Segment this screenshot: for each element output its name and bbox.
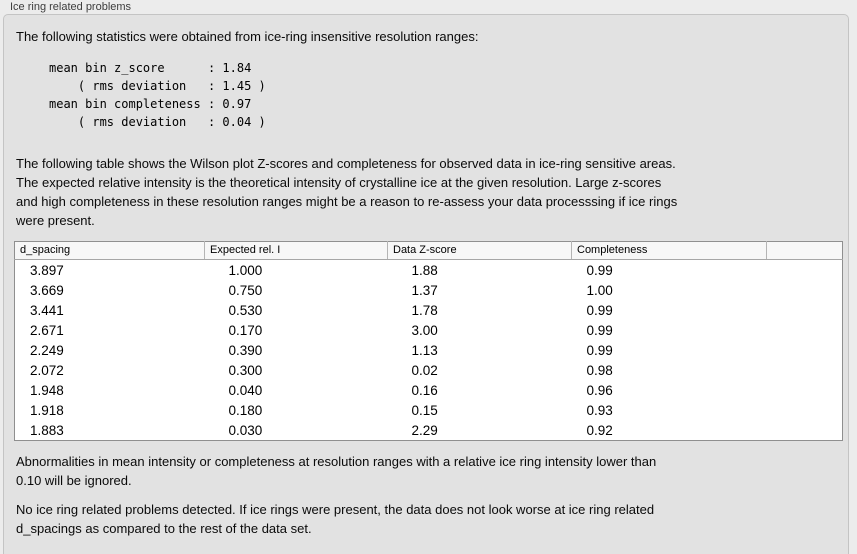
table-row[interactable]: 2.072 0.300 0.02 0.98 xyxy=(30,362,613,378)
column-header-d-spacing[interactable]: d_spacing xyxy=(14,241,205,260)
table-row[interactable]: 2.671 0.170 3.00 0.99 xyxy=(30,322,613,338)
table-row[interactable]: 3.897 1.000 1.88 0.99 xyxy=(30,262,613,278)
table-header-row: d_spacing Expected rel. I Data Z-score C… xyxy=(14,241,843,260)
column-header-completeness[interactable]: Completeness xyxy=(571,241,767,260)
column-header-data-z-score[interactable]: Data Z-score xyxy=(387,241,572,260)
ice-ring-table: d_spacing Expected rel. I Data Z-score C… xyxy=(14,241,843,441)
table-row[interactable]: 2.249 0.390 1.13 0.99 xyxy=(30,342,613,358)
column-header-empty xyxy=(766,241,843,260)
ice-ring-panel: The following statistics were obtained f… xyxy=(3,14,849,554)
table-row[interactable]: 3.441 0.530 1.78 0.99 xyxy=(30,302,613,318)
table-row[interactable]: 1.918 0.180 0.15 0.93 xyxy=(30,402,613,418)
section-title: Ice ring related problems xyxy=(10,1,132,13)
column-header-expected-rel-i[interactable]: Expected rel. I xyxy=(204,241,388,260)
table-row[interactable]: 1.948 0.040 0.16 0.96 xyxy=(30,382,613,398)
table-row[interactable]: 1.883 0.030 2.29 0.92 xyxy=(30,422,613,438)
conclusion-text: No ice ring related problems detected. I… xyxy=(16,502,655,536)
table-row[interactable]: 3.669 0.750 1.37 1.00 xyxy=(30,282,613,298)
intro-text: The following statistics were obtained f… xyxy=(16,29,479,44)
ice-table-body: 3.897 1.000 1.88 0.99 3.669 0.750 1.37 1… xyxy=(15,260,843,441)
bin-statistics-block: mean bin z_score : 1.84 ( rms deviation … xyxy=(49,61,266,129)
ignore-threshold-text: Abnormalities in mean intensity or compl… xyxy=(16,454,657,488)
table-description-text: The following table shows the Wilson plo… xyxy=(16,156,678,228)
